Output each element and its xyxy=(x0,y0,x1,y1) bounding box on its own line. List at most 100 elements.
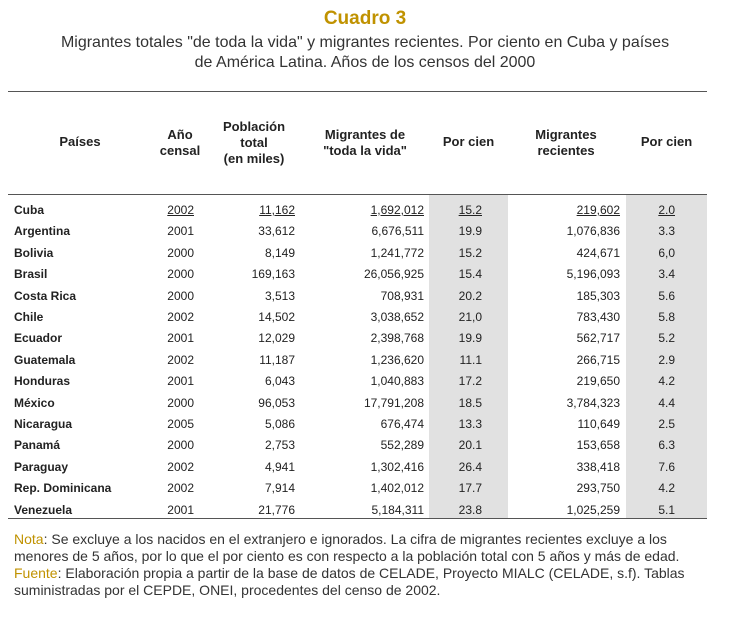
cell-pc1: 23.8 xyxy=(458,503,482,517)
cell-mig-vida: 5,184,311 xyxy=(371,503,425,517)
cell-pc2: 4.2 xyxy=(658,481,675,495)
cell-pc1: 19.9 xyxy=(458,331,482,345)
cell-pc2: 5.6 xyxy=(658,289,675,303)
cell-anio: 2000 xyxy=(167,438,194,452)
cell-mig-rec: 219,602 xyxy=(576,203,620,217)
cell-anio: 2001 xyxy=(167,224,194,238)
cell-pais: Rep. Dominicana xyxy=(14,481,112,495)
cell-pc2: 5.2 xyxy=(658,331,675,345)
cell-mig-vida: 708,931 xyxy=(380,289,424,303)
cell-poblacion: 4,941 xyxy=(264,460,295,474)
note-text: : Se excluye a los nacidos en el extranj… xyxy=(14,531,680,564)
cell-mig-vida: 1,692,012 xyxy=(370,203,424,217)
cell-pais: Costa Rica xyxy=(14,289,77,303)
source-label: Fuente xyxy=(14,565,58,581)
header-migrantes-recientes: Migrantes recientes xyxy=(535,127,597,158)
cell-pais: Panamá xyxy=(14,438,61,452)
cell-mig-vida: 1,302,416 xyxy=(370,460,424,474)
cell-mig-vida: 3,038,652 xyxy=(370,310,424,324)
cell-pais: Honduras xyxy=(14,374,71,388)
cell-pais: Nicaragua xyxy=(14,417,73,431)
cell-pais: Brasil xyxy=(14,267,48,281)
cell-poblacion: 11,187 xyxy=(259,353,295,367)
cell-pc1: 20.1 xyxy=(458,438,482,452)
cell-pais: Paraguay xyxy=(14,460,69,474)
cell-mig-vida: 6,676,511 xyxy=(371,224,425,238)
cell-anio: 2001 xyxy=(167,331,194,345)
cell-pc1: 15.2 xyxy=(458,246,482,260)
cell-pc2: 4.2 xyxy=(658,374,675,388)
cell-pc1: 15.2 xyxy=(458,203,482,217)
header-por-cien-2: Por cien xyxy=(640,134,693,149)
shade-por-cien-2 xyxy=(626,195,707,518)
cell-pais: Cuba xyxy=(14,203,44,217)
cell-pais: Venezuela xyxy=(14,503,73,517)
cell-pc1: 18.5 xyxy=(458,396,482,410)
cell-mig-rec: 293,750 xyxy=(576,481,620,495)
cell-pais: Argentina xyxy=(14,224,71,238)
cell-mig-rec: 266,715 xyxy=(576,353,620,367)
cell-mig-vida: 552,289 xyxy=(380,438,424,452)
cell-mig-vida: 1,241,772 xyxy=(370,246,424,260)
cell-pc2: 2.9 xyxy=(658,353,675,367)
subtitle-line-2: de América Latina. Años de los censos de… xyxy=(194,54,536,71)
cell-pc1: 17.7 xyxy=(458,481,482,495)
cell-anio: 2000 xyxy=(167,246,194,260)
cell-anio: 2002 xyxy=(167,353,194,367)
table-subtitle: Migrantes totales "de toda la vida" y mi… xyxy=(0,33,730,73)
shade-por-cien-1 xyxy=(429,195,508,518)
cell-anio: 2000 xyxy=(167,267,194,281)
cell-pc1: 26.4 xyxy=(458,460,482,474)
cell-pc2: 4.4 xyxy=(658,396,675,410)
cell-pais: Guatemala xyxy=(14,353,76,367)
cell-mig-rec: 783,430 xyxy=(576,310,620,324)
cell-pc2: 5.8 xyxy=(658,310,675,324)
cell-poblacion: 169,163 xyxy=(251,267,295,281)
cell-anio: 2005 xyxy=(167,417,194,431)
cell-pc1: 13.3 xyxy=(458,417,482,431)
source-paragraph: Fuente: Elaboración propia a partir de l… xyxy=(14,565,714,599)
cell-mig-vida: 17,791,208 xyxy=(363,396,424,410)
note-paragraph: Nota: Se excluye a los nacidos en el ext… xyxy=(14,531,714,565)
cell-mig-rec: 424,671 xyxy=(576,246,620,260)
cell-anio: 2000 xyxy=(167,289,194,303)
cell-mig-rec: 338,418 xyxy=(576,460,620,474)
table-title: Cuadro 3 xyxy=(323,8,407,29)
cell-mig-rec: 185,303 xyxy=(576,289,620,303)
header-migrantes-vida: Migrantes de "toda la vida" xyxy=(323,127,407,158)
cell-pc2: 3.4 xyxy=(658,267,675,281)
cell-mig-rec: 219,650 xyxy=(576,374,620,388)
cell-mig-vida: 1,040,883 xyxy=(370,374,424,388)
cell-anio: 2002 xyxy=(167,481,194,495)
header-por-cien-1: Por cien xyxy=(442,134,495,149)
cell-pc2: 3.3 xyxy=(658,224,675,238)
cell-poblacion: 8,149 xyxy=(264,246,295,260)
cell-pc2: 6.3 xyxy=(658,438,675,452)
cell-poblacion: 14,502 xyxy=(258,310,295,324)
header-rule xyxy=(8,194,707,195)
cell-anio: 2002 xyxy=(167,460,194,474)
cell-anio: 2001 xyxy=(167,503,194,517)
header-poblacion: Población total (en miles) xyxy=(222,119,286,166)
source-text: : Elaboración propia a partir de la base… xyxy=(14,565,685,598)
cell-pc1: 17.2 xyxy=(458,374,482,388)
cell-anio: 2001 xyxy=(167,374,194,388)
cell-pc1: 15.4 xyxy=(458,267,482,281)
header-anio: Año censal xyxy=(159,127,201,158)
cell-pc2: 2.5 xyxy=(658,417,675,431)
cell-mig-vida: 26,056,925 xyxy=(363,267,424,281)
cell-mig-rec: 1,076,836 xyxy=(566,224,620,238)
cell-pc2: 5.1 xyxy=(658,503,675,517)
cell-poblacion: 3,513 xyxy=(264,289,295,303)
cell-mig-rec: 1,025,259 xyxy=(566,503,620,517)
cell-mig-vida: 1,236,620 xyxy=(370,353,424,367)
cell-poblacion: 12,029 xyxy=(258,331,295,345)
cell-pc2: 6,0 xyxy=(658,246,675,260)
cell-pc2: 2.0 xyxy=(658,203,675,217)
cell-mig-rec: 5,196,093 xyxy=(566,267,620,281)
cell-mig-vida: 1,402,012 xyxy=(370,481,424,495)
cell-mig-vida: 2,398,768 xyxy=(370,331,424,345)
cell-poblacion: 7,914 xyxy=(264,481,295,495)
bottom-rule xyxy=(8,518,707,519)
cell-mig-vida: 676,474 xyxy=(380,417,424,431)
